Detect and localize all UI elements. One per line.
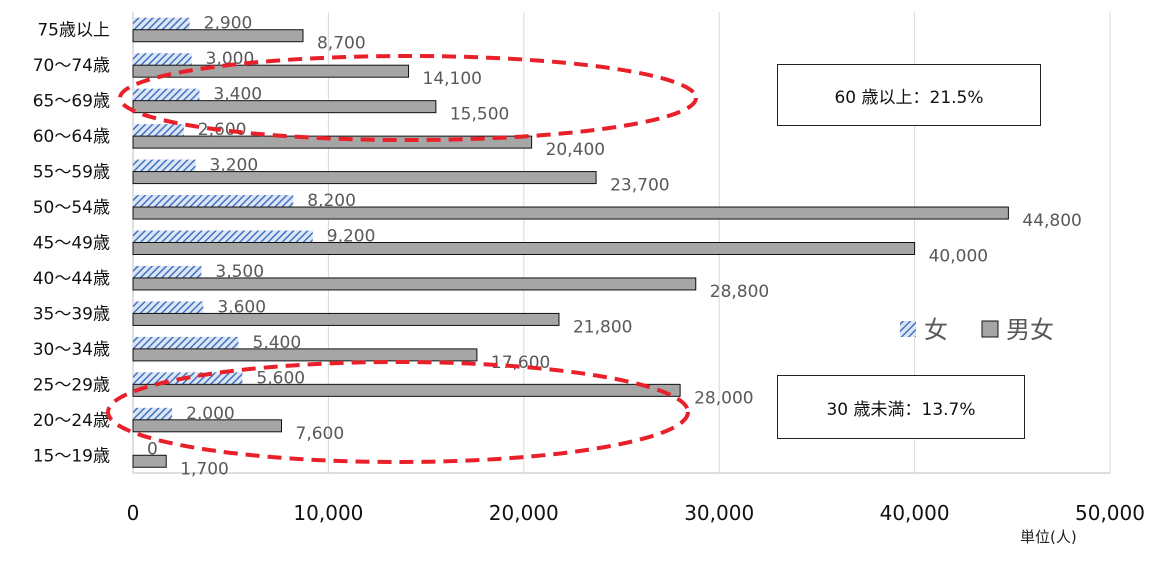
category-label: 35〜39歳 [33,304,110,324]
x-tick-label: 10,000 [293,501,363,525]
category-label: 30〜34歳 [33,340,110,360]
data-label-women: 3,600 [217,297,266,317]
bar-women [133,124,184,137]
bar-women [133,230,313,243]
bar-women [133,195,294,208]
data-label-women: 2,600 [198,120,247,140]
data-label-total: 20,400 [546,140,605,160]
annotation-under-30: 30 歳未満：13.7% [777,375,1025,439]
bar-total [132,64,410,78]
data-label-women: 9,200 [327,227,376,247]
bar-women [133,17,190,30]
data-label-total: 23,700 [610,176,669,196]
bar-total [132,242,916,255]
data-label-women: 3,500 [215,262,264,282]
legend-swatch-women [900,321,916,337]
category-label: 15〜19歳 [33,446,110,466]
data-label-women: 0 [147,439,158,459]
x-tick-label: 0 [127,501,140,525]
bar-total [132,171,597,185]
category-label: 50〜54歳 [33,198,110,218]
bar-total [132,100,437,114]
data-labels: 2,900 8,700 3,000 14,100 3,400 15,500 2,600 20,… [147,14,1082,480]
data-label-total: 28,000 [694,388,753,408]
bar-total [132,312,560,326]
bar-total [132,29,304,43]
highlight-ellipses [106,54,698,464]
data-label-total: 21,800 [573,317,632,337]
category-label: 55〜59歳 [33,163,110,183]
bar-women [133,407,173,420]
category-label: 60〜64歳 [33,127,110,147]
unit-label: 単位(人) [1020,528,1077,546]
category-labels: 75歳以上 70〜74歳 65〜69歳 60〜64歳 55〜59歳 50〜54歳 45〜49… [33,21,110,467]
category-label: 25〜29歳 [33,375,110,395]
data-label-total: 7,600 [296,424,345,444]
annotation-60-plus: 60 歳以上：21.5% [777,64,1041,126]
data-label-women: 2,000 [186,404,235,424]
data-label-total: 14,100 [423,69,482,89]
bar-women [133,159,196,172]
legend-label-women: 女 [924,316,948,344]
category-label: 65〜69歳 [33,92,110,112]
bar-women [133,88,200,101]
highlight-ellipse-60-plus [118,54,698,142]
bar-total [132,419,283,433]
data-label-women: 3,400 [213,85,262,105]
x-tick-label: 40,000 [880,501,950,525]
category-label: 70〜74歳 [33,56,110,76]
data-label-women: 5,600 [256,368,305,388]
legend-swatch-total [981,320,999,338]
bar-women [133,301,204,314]
bar-total [132,206,1009,220]
bar-women [133,265,202,278]
data-label-total: 44,800 [1022,211,1081,231]
bar-women [133,53,192,66]
x-tick-label: 20,000 [489,501,559,525]
x-tick-label: 50,000 [1075,501,1145,525]
category-label: 20〜24歳 [33,411,110,431]
category-label: 40〜44歳 [33,269,110,289]
data-label-women: 2,900 [204,14,253,34]
data-label-total: 15,500 [450,105,509,125]
bar-total [132,348,478,362]
bar-total [132,277,697,291]
data-label-total: 8,700 [317,34,366,54]
data-label-total: 1,700 [180,459,229,479]
legend: 女 男女 [900,316,1054,344]
legend-label-total: 男女 [1006,316,1054,344]
data-label-women: 3,200 [210,156,259,176]
category-label: 45〜49歳 [33,234,110,254]
category-label: 75歳以上 [37,21,110,41]
data-label-women: 8,200 [307,191,356,211]
data-label-women: 5,400 [253,333,302,353]
x-tick-label: 30,000 [684,501,754,525]
data-label-women: 3,000 [206,49,255,69]
data-label-total: 40,000 [929,247,988,267]
x-tick-labels: 0 10,000 20,000 30,000 40,000 50,000 [127,501,1145,525]
bar-total [132,454,167,468]
bar-total [132,383,681,397]
bar-women [133,336,239,349]
highlight-ellipse-under-30 [106,360,690,464]
data-label-total: 28,800 [710,282,769,302]
